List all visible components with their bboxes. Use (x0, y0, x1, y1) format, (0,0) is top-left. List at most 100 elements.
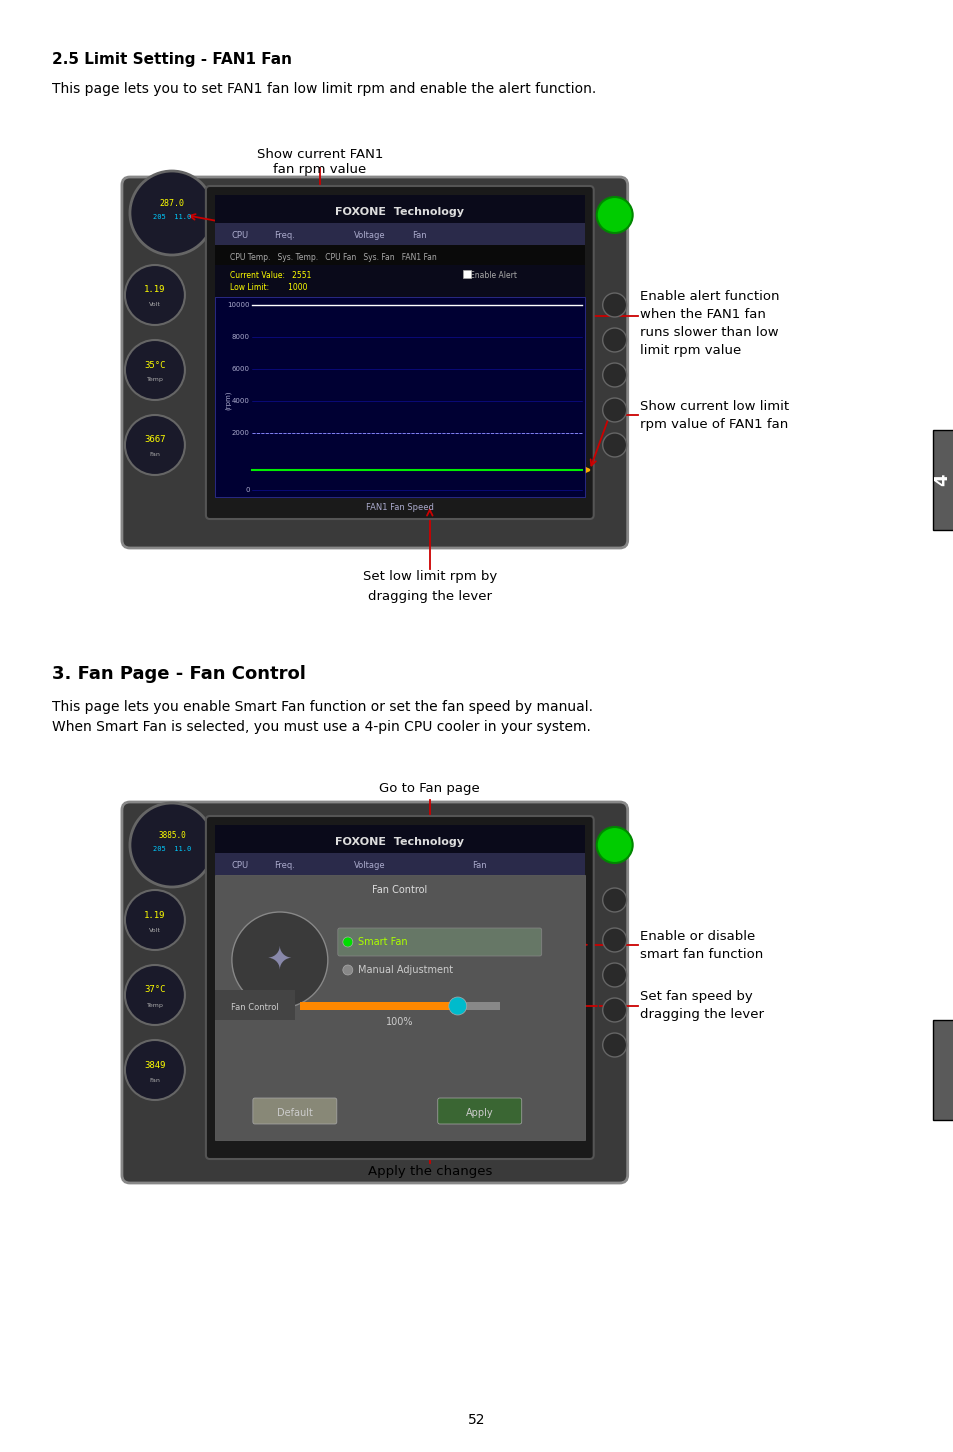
FancyBboxPatch shape (437, 1098, 521, 1124)
Circle shape (602, 1032, 626, 1057)
Text: Go to Fan page: Go to Fan page (379, 783, 479, 796)
FancyBboxPatch shape (214, 224, 584, 245)
Circle shape (130, 171, 213, 256)
FancyBboxPatch shape (206, 186, 593, 518)
Text: Current Value:   2551: Current Value: 2551 (230, 272, 311, 280)
FancyBboxPatch shape (214, 298, 584, 497)
Text: 4000: 4000 (232, 398, 250, 404)
Circle shape (125, 890, 185, 950)
Text: Fan Control: Fan Control (231, 1002, 278, 1012)
Text: Voltage: Voltage (354, 861, 385, 871)
Text: 287.0: 287.0 (159, 199, 184, 208)
Text: Fan: Fan (412, 231, 427, 241)
Text: This page lets you enable Smart Fan function or set the fan speed by manual.: This page lets you enable Smart Fan func… (51, 700, 593, 714)
FancyBboxPatch shape (214, 245, 584, 266)
Text: Apply the changes: Apply the changes (367, 1165, 492, 1178)
Text: Show current low limit: Show current low limit (639, 399, 788, 412)
Text: dragging the lever: dragging the lever (368, 590, 491, 603)
Text: ✦: ✦ (267, 945, 293, 974)
Text: Fan Control: Fan Control (372, 886, 427, 894)
Text: 1.19: 1.19 (144, 286, 166, 295)
Text: 3667: 3667 (144, 436, 166, 444)
Text: Set low limit rpm by: Set low limit rpm by (362, 571, 497, 584)
Text: Freq.: Freq. (274, 861, 295, 871)
Text: 3849: 3849 (144, 1060, 166, 1070)
Text: 2000: 2000 (232, 430, 250, 436)
Text: Volt: Volt (149, 928, 161, 932)
Text: 205  11.0: 205 11.0 (152, 847, 191, 852)
Text: Smart Fan: Smart Fan (357, 937, 407, 947)
Text: Manual Adjustment: Manual Adjustment (357, 966, 453, 974)
FancyBboxPatch shape (462, 270, 470, 277)
Text: 6000: 6000 (232, 366, 250, 372)
Text: FOXONE  Technology: FOXONE Technology (335, 836, 464, 847)
FancyBboxPatch shape (459, 1002, 499, 1011)
Text: Show current FAN1
fan rpm value: Show current FAN1 fan rpm value (256, 148, 382, 176)
Text: 3. Fan Page - Fan Control: 3. Fan Page - Fan Control (51, 665, 306, 682)
Text: Fan: Fan (472, 861, 487, 871)
FancyBboxPatch shape (932, 1019, 953, 1119)
Text: Enable Alert: Enable Alert (469, 272, 517, 280)
Text: 1.19: 1.19 (144, 910, 166, 919)
FancyBboxPatch shape (932, 430, 953, 530)
Circle shape (602, 433, 626, 457)
Text: dragging the lever: dragging the lever (639, 1008, 763, 1021)
Circle shape (602, 328, 626, 351)
Circle shape (130, 803, 213, 887)
Text: FOXONE  Technology: FOXONE Technology (335, 208, 464, 216)
Circle shape (602, 998, 626, 1022)
FancyBboxPatch shape (214, 195, 584, 224)
Text: 52: 52 (468, 1413, 485, 1427)
Circle shape (125, 266, 185, 325)
Circle shape (448, 998, 466, 1015)
Circle shape (602, 398, 626, 423)
Circle shape (602, 889, 626, 912)
Text: 205  11.0: 205 11.0 (152, 213, 191, 221)
Text: (rpm): (rpm) (224, 391, 231, 409)
Text: runs slower than low: runs slower than low (639, 327, 778, 338)
Text: smart fan function: smart fan function (639, 948, 762, 961)
Text: when the FAN1 fan: when the FAN1 fan (639, 308, 764, 321)
Text: 10000: 10000 (227, 302, 250, 308)
Text: Enable alert function: Enable alert function (639, 290, 779, 303)
Text: Apply: Apply (465, 1108, 493, 1118)
Text: Temp: Temp (147, 378, 163, 382)
Text: CPU: CPU (231, 231, 248, 241)
Text: Enable or disable: Enable or disable (639, 929, 754, 942)
Text: Voltage: Voltage (354, 231, 385, 241)
Text: 37°C: 37°C (144, 986, 166, 995)
Text: CPU: CPU (231, 861, 248, 871)
Text: 3885.0: 3885.0 (158, 831, 186, 839)
Circle shape (602, 928, 626, 953)
FancyBboxPatch shape (122, 802, 627, 1183)
Circle shape (602, 293, 626, 317)
Text: Set fan speed by: Set fan speed by (639, 990, 752, 1003)
Circle shape (125, 966, 185, 1025)
Text: Fan: Fan (150, 1077, 160, 1083)
Circle shape (342, 966, 353, 974)
Text: Default: Default (276, 1108, 313, 1118)
FancyBboxPatch shape (214, 825, 584, 852)
FancyBboxPatch shape (214, 852, 584, 876)
FancyBboxPatch shape (299, 1002, 499, 1011)
Text: limit rpm value: limit rpm value (639, 344, 740, 357)
Circle shape (125, 1040, 185, 1101)
FancyBboxPatch shape (122, 177, 627, 547)
Text: CPU Temp.   Sys. Temp.   CPU Fan   Sys. Fan   FAN1 Fan: CPU Temp. Sys. Temp. CPU Fan Sys. Fan FA… (230, 253, 436, 261)
FancyBboxPatch shape (206, 816, 593, 1159)
Text: Temp: Temp (147, 1002, 163, 1008)
Circle shape (232, 912, 328, 1008)
Circle shape (602, 363, 626, 388)
Text: 8000: 8000 (232, 334, 250, 340)
Text: Fan: Fan (150, 453, 160, 457)
FancyBboxPatch shape (214, 876, 584, 1140)
Circle shape (596, 828, 632, 862)
Circle shape (602, 963, 626, 987)
Text: 4: 4 (933, 473, 950, 486)
FancyBboxPatch shape (214, 266, 584, 298)
FancyBboxPatch shape (214, 990, 294, 1019)
Circle shape (596, 197, 632, 232)
Circle shape (125, 340, 185, 399)
Text: Freq.: Freq. (274, 231, 295, 241)
Circle shape (125, 415, 185, 475)
